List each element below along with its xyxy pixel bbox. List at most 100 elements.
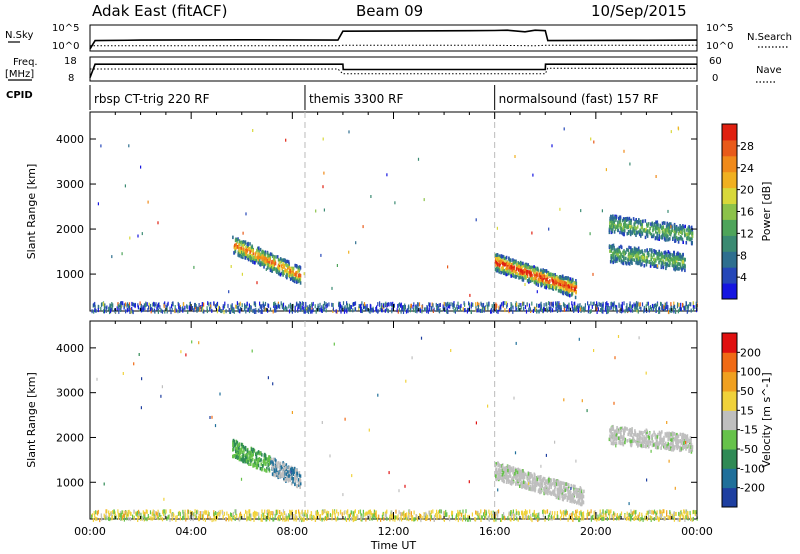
power-scatter-cell bbox=[619, 230, 621, 235]
power-ground-cell bbox=[543, 303, 545, 308]
power-ground-cell bbox=[318, 307, 320, 312]
velocity-ground-cell bbox=[576, 514, 578, 519]
power-scatter-cell bbox=[247, 254, 249, 258]
power-scatter-cell bbox=[238, 239, 241, 243]
power-ground-cell bbox=[488, 301, 490, 306]
power-scatter-cell bbox=[266, 251, 269, 255]
velocity-ground-cell bbox=[137, 510, 139, 515]
power-ground-cell bbox=[655, 304, 657, 309]
power-scatter-cell bbox=[624, 251, 626, 256]
velocity-ground-cell bbox=[199, 511, 201, 516]
velocity-ground-cell bbox=[108, 510, 110, 515]
power-scatter-cell bbox=[665, 266, 667, 271]
power-ground-cell bbox=[435, 302, 437, 307]
power-scatter-cell bbox=[676, 264, 678, 269]
power-scatter-cell bbox=[521, 264, 524, 269]
power-ground-cell bbox=[187, 309, 189, 314]
velocity-ground-cell bbox=[197, 510, 199, 515]
velocity-ground-cell bbox=[179, 516, 181, 521]
power-sparse-cell bbox=[193, 265, 195, 269]
velocity-ground-cell bbox=[346, 510, 348, 515]
power-scatter-cell bbox=[611, 218, 614, 222]
velocity-ground-cell bbox=[287, 517, 289, 522]
power-scatter-cell bbox=[543, 274, 546, 279]
power-ground-cell bbox=[448, 304, 450, 309]
velocity-scatter-cell bbox=[248, 462, 250, 466]
velocity-ground-cell bbox=[219, 513, 221, 518]
power-scatter-cell bbox=[258, 259, 261, 263]
power-sparse-cell bbox=[514, 155, 516, 158]
velocity-ground-cell bbox=[694, 510, 696, 515]
power-ground-cell bbox=[227, 303, 229, 308]
power-ground-cell bbox=[377, 309, 379, 314]
power-scatter-cell bbox=[632, 253, 635, 257]
power-scatter-cell bbox=[516, 262, 518, 267]
power-scatter-cell bbox=[653, 253, 655, 257]
velocity-ground-cell bbox=[634, 513, 637, 518]
velocity-ground-cell bbox=[129, 517, 132, 522]
velocity-ground-cell bbox=[99, 518, 101, 523]
power-ground-cell bbox=[412, 308, 414, 313]
velocity-scatter-cell bbox=[255, 455, 258, 459]
power-colorbar-tick-label: 16 bbox=[740, 206, 754, 219]
velocity-scatter-cell bbox=[263, 452, 266, 457]
velocity-scatter-cell bbox=[279, 470, 282, 475]
velocity-ground-cell bbox=[439, 509, 441, 514]
power-scatter-cell bbox=[678, 267, 680, 271]
power-ground-cell bbox=[347, 307, 350, 312]
velocity-ground-cell bbox=[684, 510, 686, 515]
power-scatter-cell bbox=[676, 229, 678, 233]
power-scatter-cell bbox=[658, 261, 660, 265]
power-scatter-cell bbox=[653, 257, 655, 262]
power-ground-cell bbox=[278, 304, 280, 309]
velocity-ground-cell bbox=[630, 515, 633, 520]
power-scatter-cell bbox=[674, 267, 676, 272]
velocity-ground-cell bbox=[669, 515, 671, 520]
velocity-ground-cell bbox=[587, 512, 589, 517]
velocity-ground-cell bbox=[228, 515, 230, 520]
velocity-ground-cell bbox=[153, 510, 155, 515]
power-scatter-cell bbox=[680, 230, 682, 234]
velocity-ground-cell bbox=[399, 511, 402, 516]
velocity-ground-cell bbox=[219, 509, 221, 514]
nsky-tick-high: 10^5 bbox=[52, 23, 79, 34]
power-ground-cell bbox=[607, 309, 609, 314]
power-scatter-cell bbox=[565, 291, 568, 295]
power-ground-cell bbox=[484, 306, 486, 311]
power-scatter-cell bbox=[623, 258, 625, 263]
velocity-ground-cell bbox=[438, 514, 440, 519]
power-ground-cell bbox=[596, 301, 598, 306]
velocity-scatter-cell bbox=[505, 469, 507, 474]
power-scatter-cell bbox=[496, 266, 499, 270]
power-scatter-cell bbox=[654, 250, 656, 254]
velocity-ground-cell bbox=[475, 517, 477, 522]
power-ground-cell bbox=[416, 305, 418, 310]
power-scatter-cell bbox=[256, 255, 259, 260]
power-scatter-cell bbox=[541, 273, 544, 277]
velocity-scatter-cell bbox=[236, 441, 239, 445]
power-ground-cell bbox=[308, 307, 310, 312]
velocity-ground-cell bbox=[593, 512, 595, 517]
power-ground-cell bbox=[200, 305, 202, 309]
velocity-scatter-cell bbox=[257, 463, 260, 468]
power-scatter-cell bbox=[671, 225, 673, 230]
velocity-ground-cell bbox=[524, 509, 527, 514]
power-scatter-cell bbox=[266, 262, 269, 266]
power-scatter-cell bbox=[509, 271, 512, 275]
velocity-ground-cell bbox=[369, 514, 371, 519]
velocity-ground-cell bbox=[349, 512, 351, 517]
velocity-ground-cell bbox=[334, 516, 336, 521]
power-scatter-cell bbox=[298, 268, 301, 272]
velocity-ground-cell bbox=[591, 515, 593, 520]
velocity-scatter-cell bbox=[240, 458, 243, 462]
power-scatter-cell bbox=[561, 276, 564, 281]
power-ground-cell bbox=[144, 303, 146, 308]
freq-tick-low: 8 bbox=[68, 73, 74, 84]
power-ground-cell bbox=[673, 301, 675, 306]
power-scatter-cell bbox=[284, 258, 286, 262]
power-colorbar-block bbox=[722, 171, 737, 189]
velocity-ground-cell bbox=[626, 516, 629, 521]
power-scatter-cell bbox=[673, 226, 676, 231]
power-scatter-cell bbox=[631, 261, 633, 265]
